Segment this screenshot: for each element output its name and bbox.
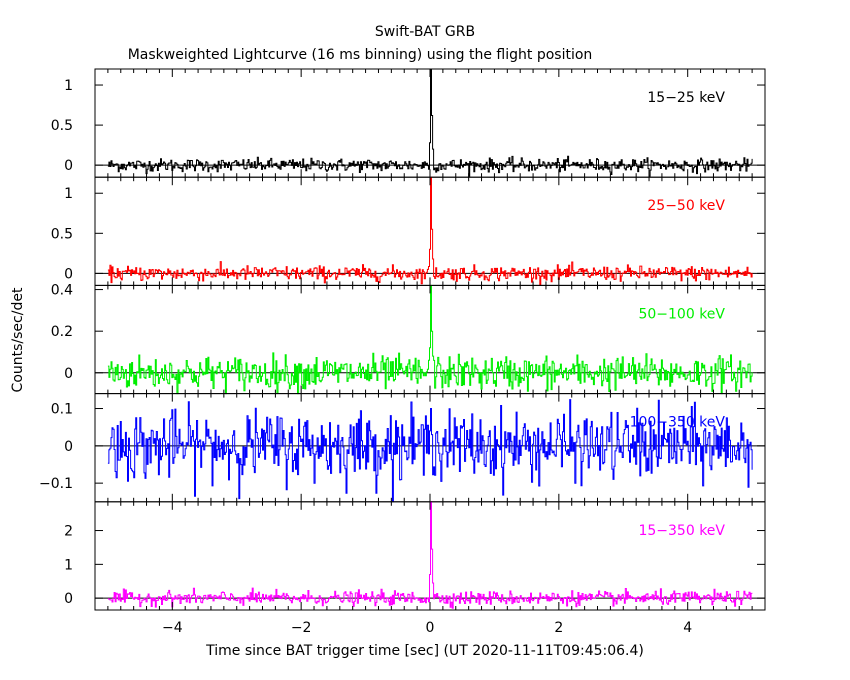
panel-3: 0 0.2 0.4 50−100 keV (51, 283, 766, 395)
y-tick-label: 0.5 (51, 118, 73, 134)
x-tick-label: 4 (683, 620, 692, 636)
y-axis-label: Counts/sec/det (10, 287, 26, 392)
series-line (107, 284, 753, 395)
y-tick-label: 0 (64, 158, 73, 174)
y-tick-label: 0.2 (51, 324, 73, 340)
band-label: 15−350 keV (638, 523, 725, 539)
panel-1: 0 0.5 1 15−25 keV (51, 68, 766, 178)
band-label: 15−25 keV (647, 90, 725, 106)
y-tick-label: 0.4 (51, 283, 73, 299)
x-tick-label: −4 (162, 620, 183, 636)
x-tick-label: 2 (554, 620, 563, 636)
series-line (107, 399, 753, 503)
chart-title: Swift-BAT GRB (375, 24, 475, 40)
panels-group: 0 0.5 1 15−25 keV 0 0.5 1 25−50 keV 0 0.2 0.4 50−10… (39, 68, 766, 636)
x-tick-label: −2 (291, 620, 312, 636)
y-tick-label: 0.5 (51, 226, 73, 242)
y-tick-label: 2 (64, 524, 73, 540)
band-label: 100−350 keV (630, 415, 726, 431)
series-line (107, 68, 753, 177)
y-tick-label: 0.1 (51, 402, 73, 418)
y-tick-label: 0 (64, 366, 73, 382)
band-label: 25−50 keV (647, 198, 725, 214)
x-axis-label: Time since BAT trigger time [sec] (UT 20… (205, 643, 644, 659)
band-label: 50−100 keV (638, 306, 725, 322)
panel-4: −0.1 0 0.1 100−350 keV (39, 393, 766, 503)
y-tick-label: −0.1 (39, 476, 73, 492)
series-line (107, 176, 753, 286)
y-tick-label: 0 (64, 266, 73, 282)
y-tick-label: 0 (64, 591, 73, 607)
panel-5: 0 1 2 15−350 keV (64, 501, 766, 611)
panel-2: 0 0.5 1 25−50 keV (51, 176, 766, 286)
y-tick-label: 0 (64, 439, 73, 455)
y-tick-label: 1 (64, 186, 73, 202)
x-tick-label: 0 (426, 620, 435, 636)
series-line (107, 501, 753, 609)
chart-subtitle: Maskweighted Lightcurve (16 ms binning) … (128, 47, 593, 63)
y-tick-label: 1 (64, 557, 73, 573)
y-tick-label: 1 (64, 78, 73, 94)
